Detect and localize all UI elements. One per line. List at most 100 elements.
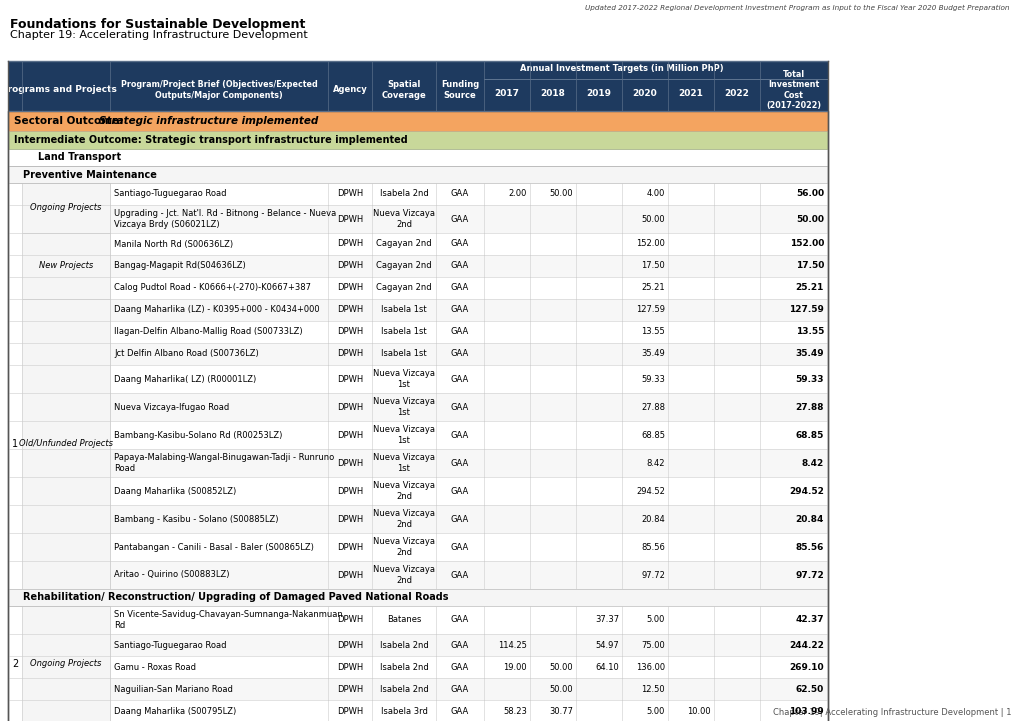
Text: Cagayan 2nd: Cagayan 2nd <box>376 239 431 249</box>
Text: GAA: GAA <box>450 616 469 624</box>
Text: Chapter 19| Accelerating Infrastructure Development | 1: Chapter 19| Accelerating Infrastructure … <box>772 708 1011 717</box>
Text: Sectoral Outcome:: Sectoral Outcome: <box>14 116 127 126</box>
Text: GAA: GAA <box>450 707 469 715</box>
Text: 127.59: 127.59 <box>636 306 664 314</box>
Bar <box>8 365 827 393</box>
Text: 54.97: 54.97 <box>595 640 619 650</box>
Text: 114.25: 114.25 <box>497 640 527 650</box>
Text: 103.99: 103.99 <box>789 707 823 715</box>
Text: GAA: GAA <box>450 306 469 314</box>
Text: GAA: GAA <box>450 262 469 270</box>
Text: 97.72: 97.72 <box>641 570 664 580</box>
Text: 59.33: 59.33 <box>795 374 823 384</box>
Text: DPWH: DPWH <box>336 459 363 467</box>
Bar <box>22 233 110 299</box>
Bar <box>8 131 827 149</box>
Text: 2: 2 <box>12 659 18 669</box>
Text: GAA: GAA <box>450 190 469 198</box>
Text: Daang Maharlika (LZ) - K0395+000 - K0434+000: Daang Maharlika (LZ) - K0395+000 - K0434… <box>114 306 319 314</box>
Text: 13.55: 13.55 <box>795 327 823 337</box>
Text: 50.00: 50.00 <box>549 684 573 694</box>
Text: DPWH: DPWH <box>336 570 363 580</box>
Text: GAA: GAA <box>450 459 469 467</box>
Text: Bambang - Kasibu - Solano (S00885LZ): Bambang - Kasibu - Solano (S00885LZ) <box>114 515 278 523</box>
Text: 35.49: 35.49 <box>795 350 823 358</box>
Bar <box>8 183 22 589</box>
Text: Bambang-Kasibu-Solano Rd (R00253LZ): Bambang-Kasibu-Solano Rd (R00253LZ) <box>114 430 282 440</box>
Text: 269.10: 269.10 <box>789 663 823 671</box>
Text: 294.52: 294.52 <box>789 487 823 495</box>
Bar <box>8 606 22 721</box>
Text: DPWH: DPWH <box>336 640 363 650</box>
Text: Annual Investment Targets (in Million PhP): Annual Investment Targets (in Million Ph… <box>520 64 723 73</box>
Text: GAA: GAA <box>450 515 469 523</box>
Text: 4.00: 4.00 <box>646 190 664 198</box>
Text: Isabela 2nd: Isabela 2nd <box>379 663 428 671</box>
Text: 20.84: 20.84 <box>641 515 664 523</box>
Text: GAA: GAA <box>450 663 469 671</box>
Text: 244.22: 244.22 <box>789 640 823 650</box>
Text: 8.42: 8.42 <box>801 459 823 467</box>
Bar <box>8 678 827 700</box>
Text: Batanes: Batanes <box>386 616 421 624</box>
Text: DPWH: DPWH <box>336 487 363 495</box>
Text: Papaya-Malabing-Wangal-Binugawan-Tadji - Runruno
Road: Papaya-Malabing-Wangal-Binugawan-Tadji -… <box>114 454 334 473</box>
Text: Santiago-Tuguegarao Road: Santiago-Tuguegarao Road <box>114 190 226 198</box>
Text: 1: 1 <box>12 439 18 449</box>
Text: GAA: GAA <box>450 684 469 694</box>
Text: Ilagan-Delfin Albano-Mallig Road (S00733LZ): Ilagan-Delfin Albano-Mallig Road (S00733… <box>114 327 303 337</box>
Text: 2022: 2022 <box>723 89 749 99</box>
Text: Nueva Vizcaya
1st: Nueva Vizcaya 1st <box>373 397 434 417</box>
Text: Bangag-Magapit Rd(S04636LZ): Bangag-Magapit Rd(S04636LZ) <box>114 262 246 270</box>
Text: DPWH: DPWH <box>336 707 363 715</box>
Text: 127.59: 127.59 <box>789 306 823 314</box>
Text: 50.00: 50.00 <box>549 663 573 671</box>
Text: 2020: 2020 <box>632 89 656 99</box>
Text: Aritao - Quirino (S00883LZ): Aritao - Quirino (S00883LZ) <box>114 570 229 580</box>
Text: DPWH: DPWH <box>336 190 363 198</box>
Bar <box>8 321 827 343</box>
Bar <box>8 299 22 589</box>
Text: Pantabangan - Canili - Basal - Baler (S00865LZ): Pantabangan - Canili - Basal - Baler (S0… <box>114 542 314 552</box>
Text: Nueva Vizcaya
1st: Nueva Vizcaya 1st <box>373 425 434 445</box>
Text: 2021: 2021 <box>678 89 703 99</box>
Text: 2018: 2018 <box>540 89 565 99</box>
Bar <box>8 205 827 233</box>
Bar <box>8 299 827 321</box>
Text: DPWH: DPWH <box>336 430 363 440</box>
Text: 85.56: 85.56 <box>795 542 823 552</box>
Text: Program/Project Brief (Objectives/Expected
Outputs/Major Components): Program/Project Brief (Objectives/Expect… <box>120 80 317 99</box>
Text: GAA: GAA <box>450 215 469 224</box>
Text: Santiago-Tuguegarao Road: Santiago-Tuguegarao Road <box>114 640 226 650</box>
Text: 2.00: 2.00 <box>508 190 527 198</box>
Text: Isabela 2nd: Isabela 2nd <box>379 684 428 694</box>
Text: DPWH: DPWH <box>336 262 363 270</box>
Text: Rehabilitation/ Reconstruction/ Upgrading of Damaged Paved National Roads: Rehabilitation/ Reconstruction/ Upgradin… <box>23 593 448 603</box>
Bar <box>8 505 827 533</box>
Bar <box>8 700 827 721</box>
Bar <box>8 589 827 606</box>
Text: Agency: Agency <box>332 86 367 94</box>
Text: DPWH: DPWH <box>336 684 363 694</box>
Text: Nueva Vizcaya
2nd: Nueva Vizcaya 2nd <box>373 209 434 229</box>
Text: GAA: GAA <box>450 239 469 249</box>
Text: Daang Maharlika( LZ) (R00001LZ): Daang Maharlika( LZ) (R00001LZ) <box>114 374 256 384</box>
Bar <box>8 393 827 421</box>
Text: 97.72: 97.72 <box>795 570 823 580</box>
Text: GAA: GAA <box>450 402 469 412</box>
Text: GAA: GAA <box>450 542 469 552</box>
Text: DPWH: DPWH <box>336 616 363 624</box>
Text: Isabela 3rd: Isabela 3rd <box>380 707 427 715</box>
Bar <box>8 606 827 634</box>
Text: 68.85: 68.85 <box>795 430 823 440</box>
Text: 5.00: 5.00 <box>646 707 664 715</box>
Text: GAA: GAA <box>450 640 469 650</box>
Bar <box>8 233 22 299</box>
Text: 2017: 2017 <box>494 89 519 99</box>
Text: Nueva Vizcaya
2nd: Nueva Vizcaya 2nd <box>373 482 434 500</box>
Text: Isabela 2nd: Isabela 2nd <box>379 190 428 198</box>
Text: Funding
Source: Funding Source <box>440 80 479 99</box>
Text: 37.37: 37.37 <box>594 616 619 624</box>
Text: New Projects: New Projects <box>39 262 93 270</box>
Text: Total
Investment
Cost
(2017-2022): Total Investment Cost (2017-2022) <box>765 70 820 110</box>
